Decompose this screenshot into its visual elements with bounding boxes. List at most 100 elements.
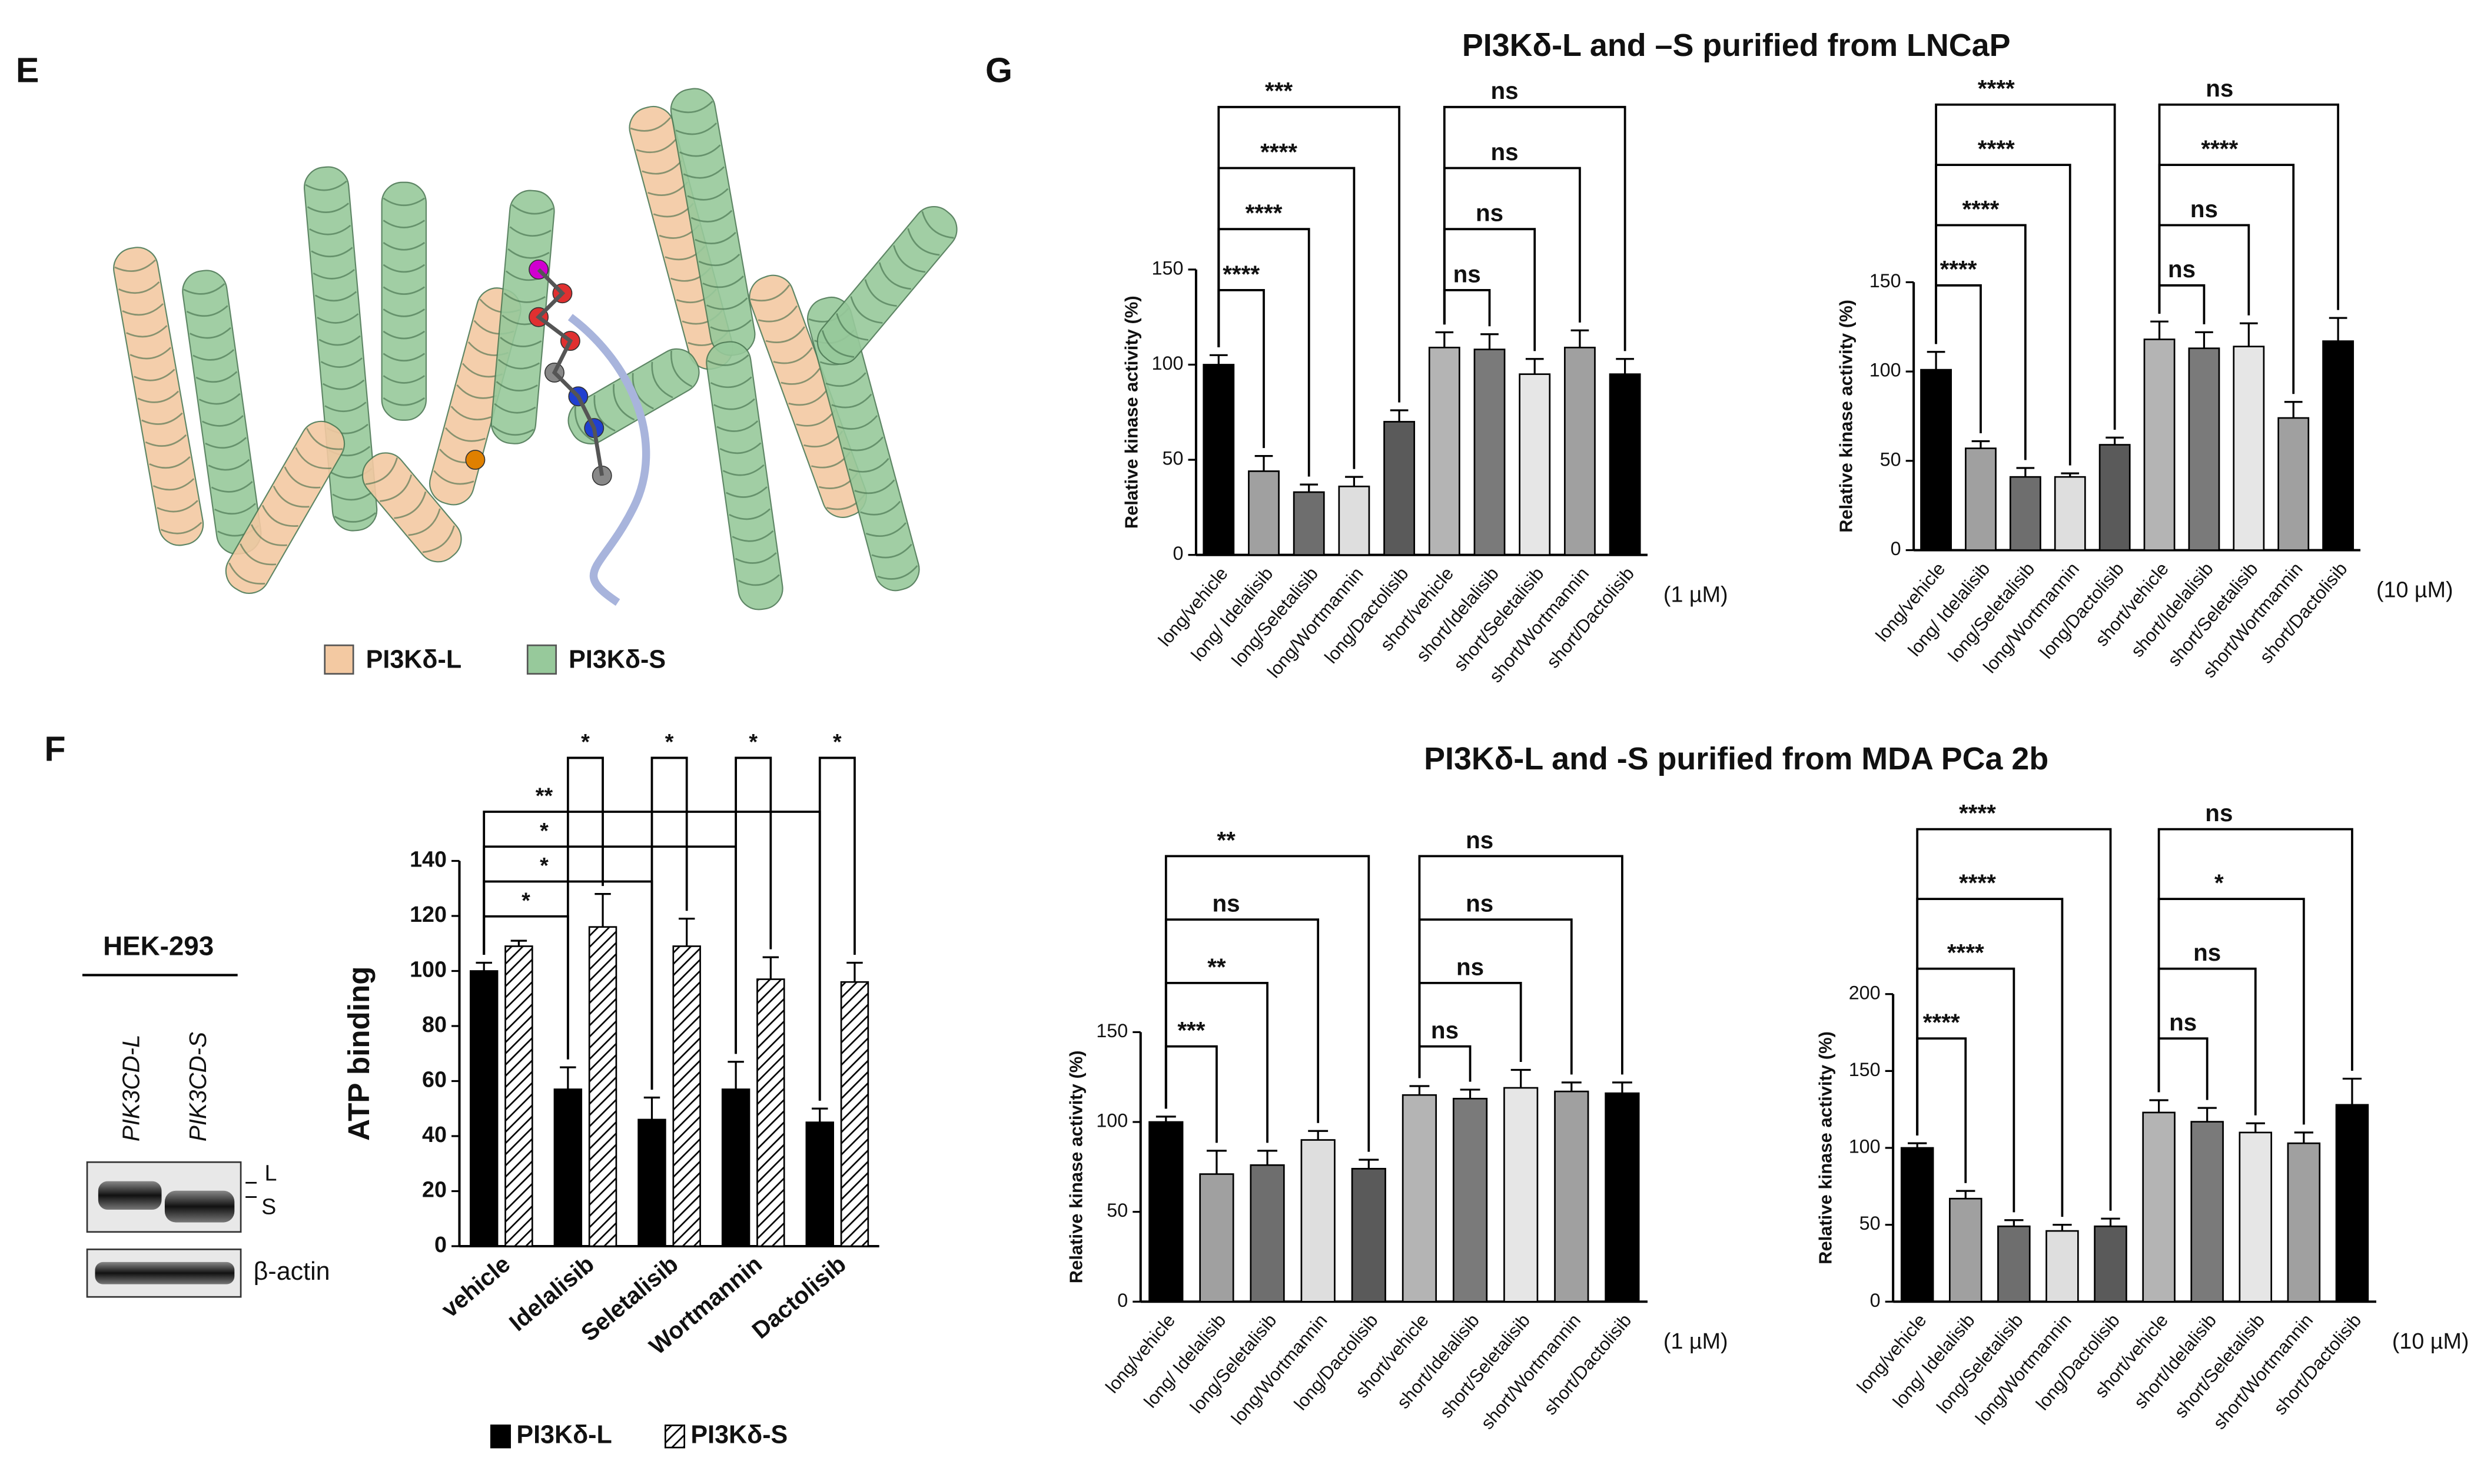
- bar: [1148, 1121, 1184, 1303]
- helix: [806, 297, 920, 592]
- y-tick-label: 150: [1152, 257, 1184, 278]
- helix-turn: [186, 305, 228, 317]
- helix-turn: [492, 425, 534, 436]
- significance-bracket: [1418, 855, 1623, 1078]
- helix-turn: [613, 384, 635, 421]
- significance-label: ****: [1959, 869, 1996, 897]
- significance-label: ****: [1260, 138, 1297, 165]
- helix-body: [381, 181, 427, 421]
- significance-bracket: [818, 756, 856, 1101]
- helix-turn: [865, 522, 906, 537]
- helix-turn: [383, 330, 426, 340]
- legend-label: PI3Kδ-L: [366, 646, 461, 674]
- significance-bracket: [1164, 855, 1370, 1152]
- helix-turn: [126, 325, 168, 338]
- helix-turn: [240, 543, 277, 566]
- bar: [721, 1088, 750, 1247]
- bar: [756, 978, 785, 1247]
- helix-turn: [511, 204, 554, 215]
- helix-turn: [208, 459, 250, 471]
- bar: [588, 926, 617, 1247]
- significance-label: ns: [1491, 138, 1519, 165]
- helix: [749, 274, 867, 518]
- helix-turn: [311, 247, 353, 258]
- legend-swatch: [526, 644, 557, 675]
- helix-turn: [190, 327, 231, 339]
- helix-turn: [788, 389, 828, 406]
- helix-turn: [309, 224, 351, 235]
- helix-turn: [907, 228, 940, 256]
- helix: [361, 452, 462, 563]
- bar: [2094, 1225, 2127, 1303]
- bar: [1900, 1147, 1934, 1303]
- helix-turn: [129, 347, 171, 360]
- helix-turn: [408, 508, 441, 536]
- helix-turn: [323, 379, 365, 390]
- ligand-atom: [465, 450, 486, 470]
- helix-turn: [497, 358, 540, 370]
- helix-turn: [273, 486, 310, 508]
- y-axis-label: Relative kinase activity (%): [1065, 1050, 1086, 1283]
- helix-turn: [251, 524, 287, 546]
- significance-label: *: [2214, 869, 2224, 897]
- helix-turn: [651, 361, 673, 399]
- legend-swatch: [324, 644, 354, 675]
- y-tick-label: 60: [422, 1067, 447, 1091]
- helix-turn: [324, 401, 367, 413]
- bar: [1965, 447, 1997, 551]
- helix-turn: [831, 393, 872, 409]
- bar: [2190, 1121, 2224, 1303]
- unit-note: (10 µM): [2392, 1329, 2469, 1353]
- helix-turn: [149, 456, 191, 469]
- y-tick-label: 120: [410, 902, 447, 927]
- y-tick-label: 0: [434, 1232, 447, 1257]
- panel-letter: F: [44, 729, 65, 768]
- y-tick-label: 150: [1849, 1059, 1881, 1080]
- significance-label: *: [833, 729, 842, 754]
- helix-turn: [444, 427, 486, 442]
- helix-turn: [710, 376, 752, 389]
- helix-turn: [726, 486, 768, 498]
- helix-turn: [507, 248, 550, 259]
- helix-turn: [687, 188, 729, 201]
- helix-turn: [871, 543, 912, 559]
- y-tick-label: 50: [1162, 448, 1183, 469]
- helix-turn: [118, 281, 160, 294]
- bar: [2277, 417, 2310, 551]
- helix-turn: [137, 390, 180, 403]
- y-tick-label: 150: [1869, 270, 1901, 291]
- bar: [1203, 364, 1235, 556]
- significance-label: ns: [1476, 200, 1503, 227]
- significance-label: ns: [2206, 75, 2233, 102]
- significance-label: ns: [1466, 826, 1493, 854]
- y-tick-label: 20: [422, 1177, 447, 1201]
- helix-turn: [679, 144, 721, 157]
- bar: [2142, 1111, 2176, 1303]
- helix-turn: [683, 166, 725, 179]
- significance-label: ****: [1947, 939, 1984, 966]
- bar: [1997, 1225, 2031, 1303]
- y-tick-label: 0: [1173, 543, 1183, 564]
- significance-label: ns: [1491, 77, 1519, 104]
- loading-control: β-actin: [254, 1257, 330, 1286]
- helix-turn: [765, 326, 805, 343]
- y-tick-label: 140: [410, 846, 447, 871]
- helix-turn: [394, 491, 427, 519]
- helix-turn: [383, 353, 426, 361]
- helix-turn: [383, 241, 426, 251]
- significance-bracket: [2158, 103, 2340, 314]
- helix-turn: [864, 279, 897, 307]
- significance-label: ***: [1265, 77, 1293, 104]
- bar: [1199, 1173, 1234, 1303]
- significance-label: ****: [1959, 799, 1996, 826]
- helix-body: [816, 206, 958, 365]
- significance-label: ns: [2168, 255, 2196, 283]
- helix-turn: [295, 447, 332, 470]
- helix-turn: [205, 437, 247, 449]
- bar: [1300, 1139, 1336, 1303]
- helix-turn: [509, 226, 552, 237]
- protein-structure: [113, 88, 958, 610]
- bar: [1564, 347, 1596, 556]
- y-tick-label: 0: [1891, 538, 1901, 559]
